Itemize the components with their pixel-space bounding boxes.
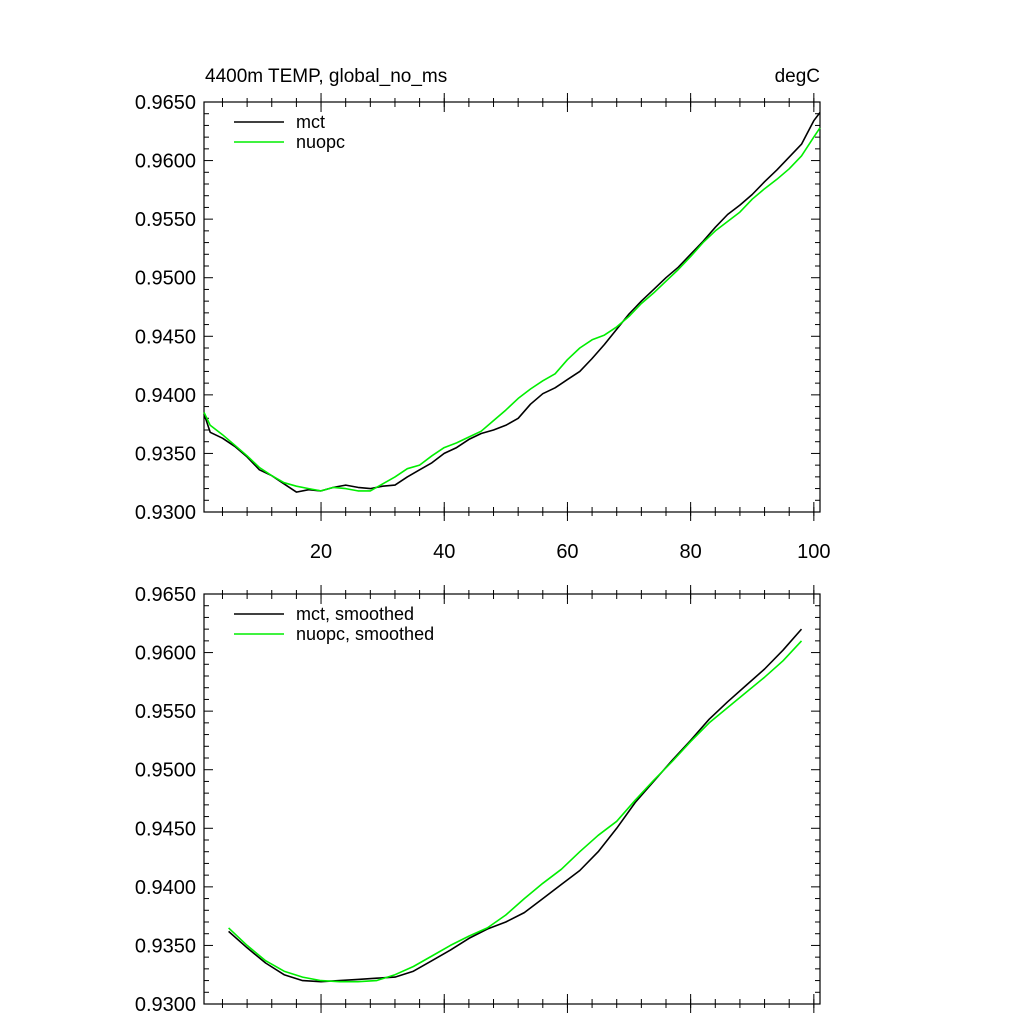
top-y-tick-label: 0.9400 — [135, 385, 196, 407]
top-series-line-nuopc — [203, 127, 821, 492]
top-plot-frame — [203, 101, 821, 513]
top-chart-panel: 4400m TEMP, global_no_ms degC 0.93000.93… — [135, 66, 831, 563]
top-chart-series — [203, 112, 821, 493]
top-series-line-mct — [203, 112, 821, 493]
top-x-tick-label: 40 — [433, 541, 455, 563]
bottom-chart-panel: 0.9300 0.9350 0.9400 0.9450 0.9500 0.9550 0.96… — [135, 584, 821, 1016]
top-x-tick-label: 80 — [680, 541, 702, 563]
top-chart-title: 4400m TEMP, global_no_ms — [205, 66, 447, 87]
top-chart-units: degC — [775, 66, 820, 87]
bottom-y-tick-label: 0.9600 — [135, 643, 196, 665]
top-x-tick-label: 20 — [310, 541, 332, 563]
top-y-tick-label: 0.9650 — [135, 92, 196, 114]
bottom-chart-series — [228, 628, 803, 983]
top-legend-label: mct — [296, 112, 325, 132]
bottom-y-tick-label: 0.9450 — [135, 818, 196, 840]
top-y-tick-label: 0.9600 — [135, 151, 196, 173]
bottom-legend-label: mct, smoothed — [296, 604, 414, 624]
top-y-tick-label: 0.9450 — [135, 326, 196, 348]
bottom-y-tick-label: 0.9500 — [135, 760, 196, 782]
bottom-legend-label: nuopc, smoothed — [296, 624, 434, 644]
top-y-tick-label: 0.9350 — [135, 443, 196, 465]
top-chart-axes: 0.9300 0.9350 0.9400 0.9450 0.9500 0.9550 0.96… — [135, 92, 831, 563]
bottom-y-tick-label: 0.9550 — [135, 701, 196, 723]
bottom-y-tick-label: 0.9650 — [135, 584, 196, 606]
bottom-y-tick-label: 0.9350 — [135, 935, 196, 957]
top-y-tick-label: 0.9550 — [135, 209, 196, 231]
top-y-tick-label: 0.9300 — [135, 502, 196, 524]
bottom-plot-frame — [203, 593, 821, 1005]
top-legend-label: nuopc — [296, 132, 345, 152]
top-x-tick-label: 100 — [797, 541, 830, 563]
top-y-tick-label: 0.9500 — [135, 268, 196, 290]
bottom-y-tick-label: 0.9300 — [135, 994, 196, 1016]
bottom-y-tick-label: 0.9400 — [135, 877, 196, 899]
bottom-series-line-nuopc — [228, 640, 803, 983]
bottom-chart-axes: 0.9300 0.9350 0.9400 0.9450 0.9500 0.9550 0.96… — [135, 584, 821, 1016]
top-x-tick-label: 60 — [556, 541, 578, 563]
